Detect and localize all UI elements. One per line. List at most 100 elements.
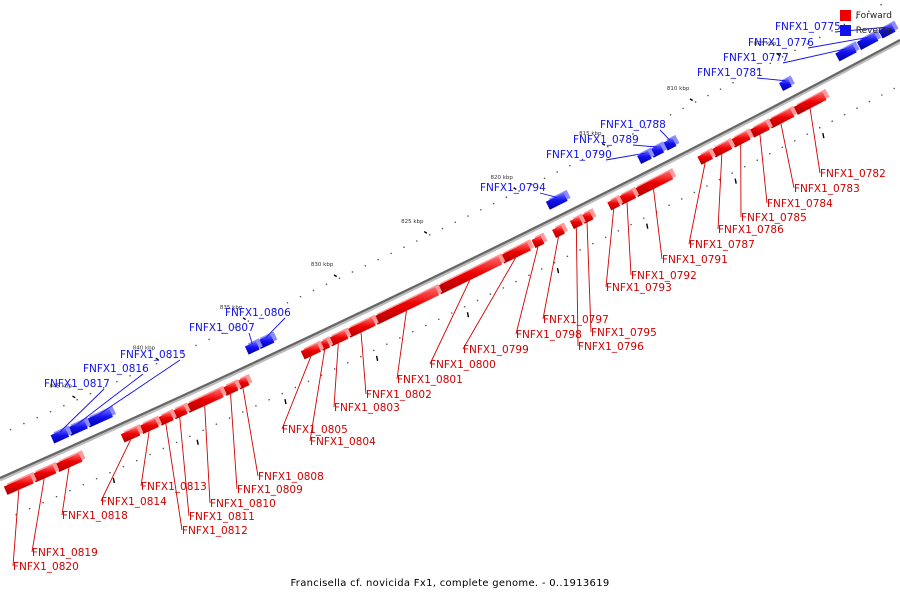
gene-fnfx1_0811-label: FNFX1_0811	[189, 511, 255, 523]
legend-forward-label: Forward	[855, 10, 892, 21]
legend-forward: Forward	[839, 8, 892, 23]
scale-dot	[9, 428, 12, 431]
scale-dot	[843, 23, 846, 26]
scale-dot	[757, 68, 759, 71]
scale-dot	[416, 240, 418, 242]
legend-reverse-label: Reverse	[855, 25, 892, 36]
gene-fnfx1_0815-leader	[99, 359, 181, 415]
gene-fnfx1_0782	[793, 88, 830, 115]
gene-fnfx1_0784-leader	[759, 134, 768, 204]
scale-dot	[260, 314, 263, 316]
scale-dot	[693, 191, 696, 194]
scale-dot	[234, 326, 237, 329]
gene-fnfx1_0781-label: FNFX1_0781	[697, 67, 763, 79]
gene-fnfx1_0809-leader	[230, 393, 238, 490]
legend-reverse-swatch	[839, 25, 851, 36]
scale-dot	[644, 126, 647, 129]
scale-dot	[781, 56, 784, 58]
scale-dot	[36, 416, 39, 419]
gene-fnfx1_0775-label: FNFX1_0775	[775, 21, 841, 33]
scale-dot	[168, 356, 171, 359]
gene-fnfx1_0803	[328, 327, 352, 347]
scale-dot	[893, 87, 895, 90]
kbp-label: 820 kbp	[491, 175, 514, 181]
scale-dot	[855, 17, 858, 19]
gene-fnfx1_0792	[617, 186, 640, 206]
gene-fnfx1_0819-label: FNFX1_0819	[32, 547, 98, 559]
gene-fnfx1_0817-leader	[59, 388, 105, 433]
scale-dot	[581, 158, 584, 161]
scale-dot	[268, 398, 270, 401]
gene-fnfx1_0810	[185, 385, 227, 413]
gene-fnfx1_0781-leader	[756, 77, 786, 82]
gene-fnfx1_0798-leader	[515, 246, 539, 335]
kbp-tick-outer	[196, 439, 199, 445]
gene-fnfx1_0799-label: FNFX1_0799	[463, 344, 529, 356]
gene-fnfx1_0793-label: FNFX1_0793	[606, 282, 672, 294]
kbp-tick	[155, 357, 159, 361]
scale-dot	[756, 159, 759, 162]
gene-fnfx1_0791-leader	[653, 188, 663, 260]
gene-fnfx1_0816-body	[67, 420, 88, 436]
scale-dot	[109, 471, 111, 474]
gene-fnfx1_0798-body	[531, 235, 545, 249]
scale-dot	[255, 405, 257, 407]
gene-fnfx1_0810-label: FNFX1_0810	[210, 498, 276, 510]
scale-dot	[579, 249, 581, 251]
scale-dot	[856, 107, 858, 109]
gene-fnfx1_0794	[545, 189, 571, 210]
gene-fnfx1_0784-label: FNFX1_0784	[767, 198, 833, 210]
kbp-tick	[333, 274, 338, 278]
gene-fnfx1_0820-label: FNFX1_0820	[13, 561, 79, 573]
scale-dot	[351, 271, 354, 273]
scale-dot	[228, 417, 231, 419]
scale-dot	[281, 392, 284, 395]
scale-dot	[373, 349, 375, 352]
scale-dot	[55, 495, 58, 498]
genome-backbone	[0, 39, 900, 480]
kbp-tick-outer	[112, 477, 116, 484]
kbp-label: 815 kbp	[579, 131, 602, 137]
gene-fnfx1_0812-body	[157, 411, 174, 426]
scale-dot	[531, 183, 533, 186]
scale-dot	[794, 49, 796, 52]
scale-dot	[505, 196, 508, 199]
scale-dot	[403, 246, 405, 249]
gene-fnfx1_0786	[711, 137, 736, 158]
gene-fnfx1_0791	[633, 168, 677, 198]
scale-dot	[617, 230, 620, 232]
scale-dot	[632, 133, 634, 135]
gene-fnfx1_0808-leader	[242, 388, 259, 477]
gene-fnfx1_0803-body	[328, 330, 349, 347]
gene-fnfx1_0799-body	[500, 242, 531, 264]
scale-dot	[155, 362, 158, 365]
kbp-tick-outer	[734, 178, 737, 184]
kbp-tick	[601, 142, 606, 146]
gene-fnfx1_0782-leader	[809, 108, 821, 174]
gene-fnfx1_0801-leader	[396, 310, 407, 380]
gene-fnfx1_0796-label: FNFX1_0796	[578, 341, 644, 353]
gene-fnfx1_0798-label: FNFX1_0798	[516, 329, 582, 341]
gene-fnfx1_0816-label: FNFX1_0816	[83, 363, 149, 375]
gene-fnfx1_0792-body	[617, 189, 637, 206]
gene-fnfx1_0794-body	[545, 192, 568, 210]
scale-dot	[294, 386, 297, 389]
gene-fnfx1_0814-label: FNFX1_0814	[101, 496, 167, 508]
scale-dot	[480, 208, 482, 211]
scale-dot	[543, 177, 546, 180]
scale-dot	[23, 422, 25, 425]
gene-fnfx1_0775-body	[878, 23, 896, 39]
kbp-tick	[776, 53, 781, 56]
gene-fnfx1_0802	[346, 314, 379, 338]
legend-forward-swatch	[839, 10, 851, 21]
gene-fnfx1_0791-label: FNFX1_0791	[662, 254, 728, 266]
gene-fnfx1_0784	[750, 118, 773, 138]
gene-fnfx1_0819-leader	[31, 478, 45, 553]
gene-fnfx1_0777-leader	[782, 48, 847, 64]
scale-dot	[307, 380, 310, 383]
gene-fnfx1_0801	[373, 284, 443, 325]
gene-fnfx1_0776-body	[856, 32, 879, 50]
kbp-tick-outer	[646, 223, 649, 229]
scale-dot	[122, 465, 125, 468]
gene-fnfx1_0799-leader	[462, 257, 516, 350]
